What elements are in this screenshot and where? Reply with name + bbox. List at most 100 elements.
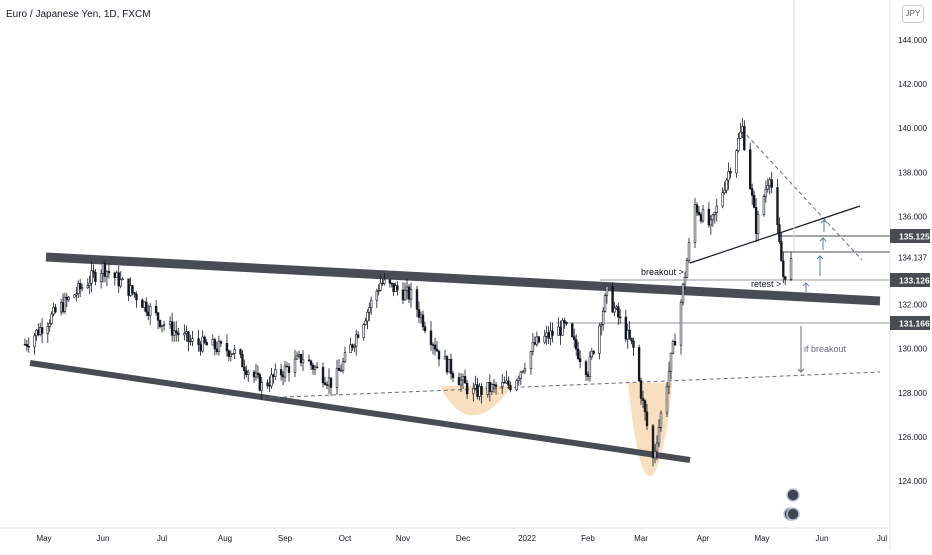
y-tick-label: 124.000 — [898, 477, 927, 486]
candle-body — [521, 370, 525, 373]
candle-body — [639, 380, 643, 399]
y-tick-label: 136.000 — [898, 212, 927, 221]
candle-body — [492, 384, 496, 386]
candle-body — [403, 289, 407, 301]
candle-body — [618, 316, 622, 319]
candle-body — [323, 382, 327, 385]
upper-channel-line — [45, 252, 881, 306]
candle-body — [270, 374, 273, 387]
candle-body — [417, 309, 421, 318]
candle-body — [40, 327, 44, 334]
candle-body — [162, 324, 166, 326]
candle-body — [258, 374, 262, 391]
candle-body — [494, 384, 498, 387]
candle-body — [254, 372, 258, 378]
candle-body — [789, 258, 793, 280]
candle-body — [782, 260, 785, 277]
candle-body — [697, 211, 701, 215]
candle-body — [565, 321, 568, 325]
candle-body — [73, 294, 76, 298]
candle-body — [603, 295, 607, 312]
candle-body — [297, 353, 301, 357]
x-tick-label: Dec — [456, 534, 470, 543]
candle-body — [113, 272, 117, 279]
candle-body — [77, 283, 80, 295]
candle-body — [584, 361, 588, 376]
candle-body — [307, 359, 311, 362]
candle-body — [624, 316, 628, 340]
candle-body — [313, 366, 317, 370]
candle-body — [50, 313, 53, 324]
candle-body — [67, 296, 70, 301]
v-bottom-highlight — [628, 383, 672, 477]
candle-body — [309, 360, 313, 366]
candle-body — [507, 380, 510, 386]
candle-body — [160, 324, 164, 327]
candle-body — [117, 272, 120, 287]
candle-body — [325, 384, 329, 386]
y-tick-label: 128.000 — [898, 389, 927, 398]
candle-body — [107, 271, 111, 274]
event-icons[interactable] — [783, 488, 800, 521]
currency-badge[interactable]: JPY — [902, 5, 924, 23]
candle-body — [561, 320, 564, 336]
candle-body — [463, 376, 467, 384]
candle-body — [529, 351, 533, 369]
candle-body — [217, 341, 221, 352]
candle-body — [225, 342, 229, 352]
candle-body — [601, 310, 605, 325]
candle-body — [472, 388, 475, 395]
candle-body — [655, 442, 659, 452]
candle-body — [435, 348, 439, 352]
candle-body — [563, 320, 566, 323]
candle-body — [576, 348, 580, 359]
candle-body — [368, 307, 371, 313]
candle-body — [588, 356, 592, 377]
candle-body — [451, 373, 455, 378]
rounding-bottom-highlight — [440, 386, 512, 416]
candle-body — [381, 282, 384, 285]
y-tick-label: 130.000 — [898, 345, 927, 354]
candle-body — [723, 189, 726, 193]
candle-body — [211, 339, 215, 346]
x-tick-label: Nov — [396, 534, 410, 543]
candle-body — [311, 364, 315, 370]
candle-body — [101, 263, 105, 274]
candle-body — [241, 353, 244, 368]
price-axis[interactable]: 144.000 142.000 140.000 138.000 136.000 134.1… — [898, 36, 927, 486]
candle-body — [613, 307, 616, 313]
candle-body — [515, 380, 518, 391]
y-tick-label: 140.000 — [898, 124, 927, 133]
candle-body — [547, 332, 550, 339]
candle-body — [27, 345, 30, 348]
x-tick-label: Jun — [816, 534, 829, 543]
candle-body — [687, 242, 691, 261]
candle-body — [170, 321, 174, 336]
candle-body — [531, 342, 535, 352]
candle-body — [523, 368, 527, 372]
candle-body — [545, 332, 548, 337]
candle-body — [131, 285, 134, 293]
candle-body — [459, 379, 463, 386]
candle-body — [189, 340, 192, 343]
candle-body — [119, 279, 122, 287]
y-tick-label: 144.000 — [898, 36, 927, 45]
candle-body — [739, 131, 742, 139]
candle-body — [268, 385, 271, 387]
candle-body — [549, 330, 552, 339]
candle-body — [574, 339, 578, 350]
candle-body — [48, 323, 51, 327]
candle-body — [177, 332, 180, 336]
candle-body — [392, 283, 395, 292]
candle-body — [375, 290, 379, 301]
price-tag-133: 133.126 — [890, 273, 930, 287]
time-axis[interactable]: May Jun Jul Aug Sep Oct Nov Dec 2022 Feb Mar Apr May… — [36, 534, 887, 543]
candle-body — [592, 350, 595, 354]
candle-body — [88, 282, 91, 286]
candle-body — [770, 179, 773, 188]
candlestick-series — [23, 117, 793, 467]
svg-text:135.125: 135.125 — [899, 232, 930, 242]
svg-text:131.166: 131.166 — [899, 319, 930, 329]
